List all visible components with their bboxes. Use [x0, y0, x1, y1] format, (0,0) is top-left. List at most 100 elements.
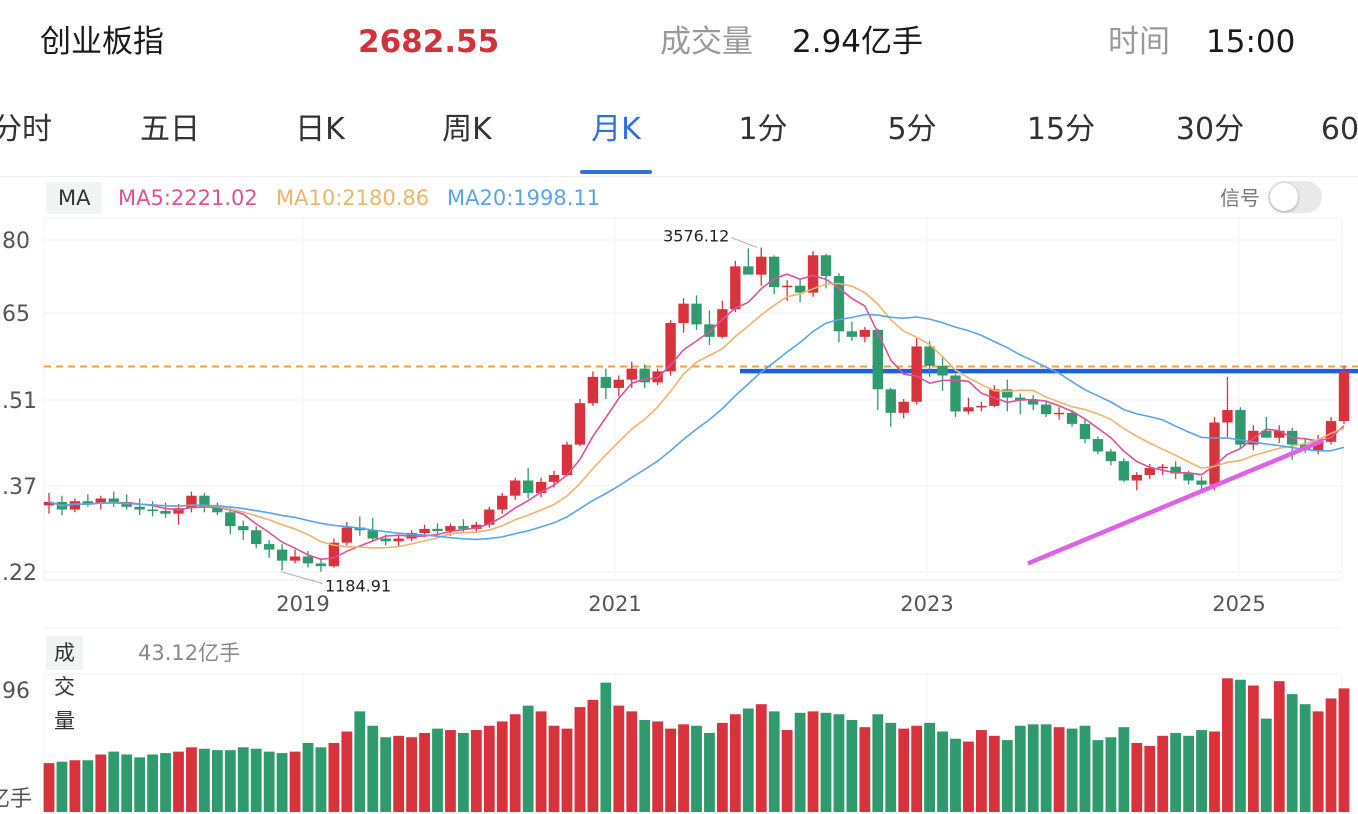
tab-1min[interactable]: 1分: [738, 112, 788, 147]
candle: [807, 255, 819, 293]
signal-toggle[interactable]: [1268, 181, 1322, 213]
volume-bar: [186, 747, 197, 812]
candle: [43, 501, 55, 506]
candle: [1222, 410, 1233, 423]
signal-label: 信号: [1220, 186, 1260, 210]
volume-bar: [755, 704, 767, 812]
volume-bar: [820, 712, 832, 812]
tab-five-day[interactable]: 五日: [140, 112, 200, 147]
volume-bar: [1286, 694, 1298, 812]
volume-bar: [1118, 727, 1130, 812]
candle: [1053, 412, 1065, 415]
volume-bar: [406, 737, 417, 812]
min-leader: [280, 571, 324, 585]
candle: [1066, 412, 1078, 424]
volume-bar: [302, 743, 314, 812]
candle: [769, 256, 780, 288]
tab-60min[interactable]: 60: [1320, 112, 1358, 147]
candle: [341, 527, 353, 543]
volume-bar: [1325, 698, 1337, 812]
volume-bar: [458, 732, 469, 812]
volume-bar: [1105, 737, 1117, 812]
candle: [613, 379, 624, 388]
volume-bar: [1260, 718, 1272, 812]
candle: [432, 528, 443, 531]
candle: [393, 538, 404, 542]
volume-bar: [950, 738, 961, 812]
tab-monthly-k[interactable]: 月K: [591, 112, 641, 147]
tab-30min[interactable]: 30分: [1175, 112, 1245, 147]
volume-bar: [988, 735, 1000, 812]
volume-badge[interactable]: 成交量: [46, 636, 83, 733]
tab-daily-k[interactable]: 日K: [295, 112, 345, 147]
candle: [781, 285, 793, 288]
volume-bar: [1014, 725, 1026, 812]
volume-bar: [509, 714, 521, 812]
time-value: 15:00: [1206, 24, 1296, 60]
volume-axis-unit: 亿手: [0, 787, 32, 812]
candle: [497, 495, 508, 510]
candle: [134, 506, 145, 510]
volume-bar: [704, 732, 715, 812]
volume-bar: [1131, 743, 1143, 812]
volume-bar: [263, 751, 275, 812]
volume-bar: [380, 737, 392, 812]
tab-weekly-k[interactable]: 周K: [442, 112, 492, 147]
volume-bar: [483, 725, 495, 812]
candle: [535, 481, 547, 493]
tab-15min[interactable]: 15分: [1026, 112, 1096, 147]
volume-bar: [121, 754, 133, 812]
volume-bar: [341, 731, 353, 812]
ma20-value: MA20:1998.11: [447, 186, 601, 210]
candle: [950, 375, 961, 412]
candle: [665, 323, 676, 372]
candle: [69, 501, 81, 510]
volume-bar: [56, 761, 68, 812]
candle: [1235, 410, 1246, 445]
candle: [937, 365, 948, 376]
candle: [367, 530, 378, 539]
volume-bar: [548, 725, 560, 812]
candle: [820, 255, 832, 277]
ma-badge[interactable]: MA: [46, 182, 103, 214]
volume-bar: [872, 714, 884, 812]
candle: [121, 501, 132, 507]
candle: [160, 510, 171, 514]
volume-bar: [1066, 728, 1078, 812]
ma20-line: [48, 313, 1345, 541]
candle: [976, 405, 987, 408]
candle: [82, 501, 94, 505]
y-tick-label: 80: [2, 229, 30, 254]
candle: [833, 276, 845, 332]
volume-bar: [1157, 735, 1169, 812]
candle: [484, 509, 495, 525]
candle: [872, 329, 883, 390]
volume-bar: [250, 748, 262, 812]
tab-5min[interactable]: 5分: [887, 112, 937, 147]
volume-bars: [43, 678, 1350, 812]
volume-bar: [289, 751, 301, 812]
candle: [717, 309, 728, 337]
volume-bar: [82, 760, 94, 812]
volume-total: 43.12亿手: [138, 641, 241, 665]
volume-bar: [199, 748, 210, 812]
candle: [1183, 473, 1194, 481]
volume-bar: [691, 725, 702, 812]
ma5-value: MA5:2221.02: [118, 186, 258, 210]
candle: [1170, 466, 1181, 474]
candle: [704, 324, 715, 337]
min-low-label: 1184.91: [325, 577, 391, 596]
active-tab-indicator: [580, 170, 652, 174]
volume-bar: [1338, 688, 1350, 812]
candle: [1312, 441, 1324, 451]
volume-bar: [742, 708, 754, 812]
tab-intraday[interactable]: 分时: [0, 112, 52, 147]
volume-bar: [1299, 704, 1311, 812]
candle: [924, 346, 935, 366]
volume-bar: [1053, 727, 1065, 812]
volume-bar: [95, 754, 107, 812]
candle: [510, 480, 521, 496]
candle: [898, 401, 909, 413]
candle: [859, 329, 871, 337]
